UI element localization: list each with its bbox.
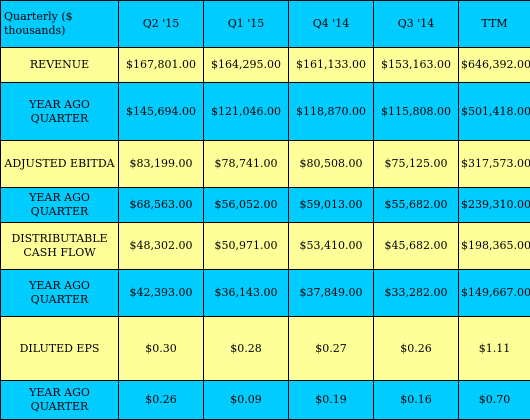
table-cell: $0.16 <box>374 381 459 420</box>
table-cell: $121,046.00 <box>204 83 289 141</box>
table-cell: $45,682.00 <box>374 223 459 270</box>
table-row: DILUTED EPS $0.30 $0.28 $0.27 $0.26 $1.1… <box>1 317 530 381</box>
table-cell: $198,365.00 <box>459 223 530 270</box>
table-cell: $118,870.00 <box>289 83 374 141</box>
table-cell: $161,133.00 <box>289 48 374 83</box>
table-cell: $42,393.00 <box>119 270 204 317</box>
table-cell: $153,163.00 <box>374 48 459 83</box>
table-cell: $115,808.00 <box>374 83 459 141</box>
table-row: ADJUSTED EBITDA $83,199.00 $78,741.00 $8… <box>1 141 530 188</box>
table-row: YEAR AGO QUARTER $0.26 $0.09 $0.19 $0.16… <box>1 381 530 420</box>
table-cell: $68,563.00 <box>119 188 204 223</box>
row-label: REVENUE <box>1 48 119 83</box>
table-cell: $0.19 <box>289 381 374 420</box>
row-label: DILUTED EPS <box>1 317 119 381</box>
table-cell: $83,199.00 <box>119 141 204 188</box>
table-cell: $48,302.00 <box>119 223 204 270</box>
table-cell: $56,052.00 <box>204 188 289 223</box>
row-label: YEAR AGO QUARTER <box>1 83 119 141</box>
table-cell: $317,573.00 <box>459 141 530 188</box>
table-cell: $0.70 <box>459 381 530 420</box>
table-cell: $0.28 <box>204 317 289 381</box>
table-cell: $164,295.00 <box>204 48 289 83</box>
table-cell: $75,125.00 <box>374 141 459 188</box>
table-cell: $646,392.00 <box>459 48 530 83</box>
table-cell: $78,741.00 <box>204 141 289 188</box>
row-label: YEAR AGO QUARTER <box>1 270 119 317</box>
table-cell: $80,508.00 <box>289 141 374 188</box>
table-cell: $1.11 <box>459 317 530 381</box>
row-label: YEAR AGO QUARTER <box>1 188 119 223</box>
table-cell: $0.09 <box>204 381 289 420</box>
row-label: ADJUSTED EBITDA <box>1 141 119 188</box>
table-row: REVENUE $167,801.00 $164,295.00 $161,133… <box>1 48 530 83</box>
table-cell: $167,801.00 <box>119 48 204 83</box>
table-cell: $0.26 <box>374 317 459 381</box>
column-header: Q2 '15 <box>119 1 204 48</box>
table-cell: $55,682.00 <box>374 188 459 223</box>
table-row: YEAR AGO QUARTER $42,393.00 $36,143.00 $… <box>1 270 530 317</box>
table-cell: $0.30 <box>119 317 204 381</box>
table-cell: $239,310.00 <box>459 188 530 223</box>
table-cell: $149,667.00 <box>459 270 530 317</box>
table-cell: $0.26 <box>119 381 204 420</box>
table-cell: $501,418.00 <box>459 83 530 141</box>
header-row: Quarterly ($ thousands) Q2 '15 Q1 '15 Q4… <box>1 1 530 48</box>
column-header: TTM <box>459 1 530 48</box>
table-cell: $145,694.00 <box>119 83 204 141</box>
table-row: YEAR AGO QUARTER $68,563.00 $56,052.00 $… <box>1 188 530 223</box>
table-cell: $53,410.00 <box>289 223 374 270</box>
corner-header: Quarterly ($ thousands) <box>1 1 119 48</box>
table-cell: $0.27 <box>289 317 374 381</box>
table-cell: $36,143.00 <box>204 270 289 317</box>
table-cell: $37,849.00 <box>289 270 374 317</box>
table-cell: $50,971.00 <box>204 223 289 270</box>
column-header: Q4 '14 <box>289 1 374 48</box>
row-label: YEAR AGO QUARTER <box>1 381 119 420</box>
row-label: DISTRIBUTABLE CASH FLOW <box>1 223 119 270</box>
column-header: Q3 '14 <box>374 1 459 48</box>
column-header: Q1 '15 <box>204 1 289 48</box>
table-row: YEAR AGO QUARTER $145,694.00 $121,046.00… <box>1 83 530 141</box>
table-row: DISTRIBUTABLE CASH FLOW $48,302.00 $50,9… <box>1 223 530 270</box>
table-cell: $59,013.00 <box>289 188 374 223</box>
table-cell: $33,282.00 <box>374 270 459 317</box>
